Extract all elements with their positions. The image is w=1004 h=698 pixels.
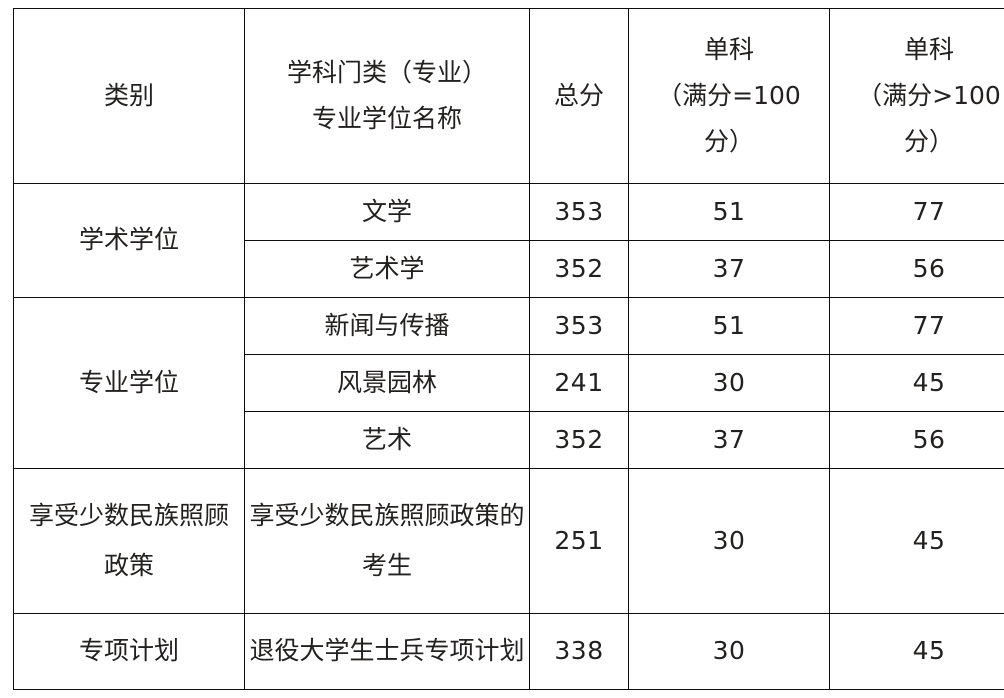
cell-discipline: 艺术学 [244, 239, 530, 298]
group-label-category: 享受少数民族照顾政策 [28, 500, 229, 580]
header-cell-single-eq-100: 单科 （满分=100 分） [628, 8, 830, 184]
header-label-discipline-line2: 专业学位名称 [311, 104, 462, 133]
header-label-single-gt-line3: 分） [903, 127, 954, 157]
cell-discipline-label: 享受少数民族照顾政策的考生 [249, 500, 525, 580]
header-cell-total-score: 总分 [529, 8, 629, 184]
cell-single-eq-100: 30 [628, 612, 830, 691]
cell-total-score: 353 [529, 183, 629, 241]
header-cell-category: 类别 [13, 8, 245, 184]
cell-single-gt-100: 45 [829, 467, 1004, 614]
table-row: 学术学位 文学 353 51 77 [13, 183, 1004, 298]
cell-single-gt-100: 77 [829, 296, 1004, 355]
header-label-discipline-line1: 学科门类（专业） [286, 57, 487, 87]
header-label-single-eq-line1: 单科 [703, 34, 754, 64]
header-label-single-eq-line2: （满分=100 [657, 80, 801, 110]
cell-total-score: 352 [529, 410, 629, 469]
cell-discipline: 文学 [244, 183, 530, 241]
table-row: 专业学位 新闻与传播 353 51 77 [13, 296, 1004, 469]
cell-total-score: 241 [529, 353, 629, 412]
table-row: 风景园林 241 30 45 [14, 353, 1004, 412]
group-cell-category: 学术学位 [13, 183, 245, 298]
table-row: 艺术 352 37 56 [14, 410, 1004, 469]
header-label-single-eq-line3: 分） [703, 127, 754, 157]
group-cell-category: 专业学位 [13, 296, 245, 469]
table-header-row: 类别 学科门类（专业） 专业学位名称 总分 单科 （满分=100 分） [13, 8, 1004, 184]
header-label-single-gt-line1: 单科 [903, 34, 954, 64]
score-table-container: 类别 学科门类（专业） 专业学位名称 总分 单科 （满分=100 分） [13, 8, 1004, 691]
cell-single-gt-100: 56 [829, 239, 1004, 298]
cell-single-eq-100: 37 [628, 410, 830, 469]
cell-total-score: 352 [529, 239, 629, 298]
cell-discipline-label: 退役大学生士兵专项计划 [249, 636, 525, 666]
header-label-single-gt-line2: （满分>100 [857, 80, 1001, 110]
group-cell-category: 专项计划 [13, 612, 245, 691]
cell-discipline: 享受少数民族照顾政策的考生 [244, 467, 530, 614]
cell-single-gt-100: 45 [829, 353, 1004, 412]
cell-single-gt-100: 77 [829, 183, 1004, 241]
cell-single-eq-100: 37 [628, 239, 830, 298]
cell-single-eq-100: 51 [628, 183, 830, 241]
cell-single-gt-100: 56 [829, 410, 1004, 469]
header-single-eq-lines: 单科 （满分=100 分） [633, 27, 825, 166]
table-row: 享受少数民族照顾政策 享受少数民族照顾政策的考生 251 30 45 [13, 467, 1004, 614]
cell-single-eq-100: 51 [628, 296, 830, 355]
cell-single-eq-100: 30 [628, 353, 830, 412]
cell-discipline: 艺术 [244, 410, 530, 469]
header-label-total-score: 总分 [553, 80, 604, 110]
header-cell-single-gt-100: 单科 （满分>100 分） [829, 8, 1004, 184]
cell-discipline: 退役大学生士兵专项计划 [244, 612, 530, 691]
table-row: 专项计划 退役大学生士兵专项计划 338 30 45 [13, 612, 1004, 691]
header-discipline-lines: 学科门类（专业） 专业学位名称 [249, 50, 525, 143]
cell-total-score: 338 [529, 612, 629, 691]
table-row: 艺术学 352 37 56 [14, 239, 1004, 298]
header-single-gt-lines: 单科 （满分>100 分） [834, 27, 1004, 166]
cell-single-eq-100: 30 [628, 467, 830, 614]
header-cell-discipline: 学科门类（专业） 专业学位名称 [244, 8, 530, 184]
cell-discipline: 新闻与传播 [244, 296, 530, 355]
cell-single-gt-100: 45 [829, 612, 1004, 691]
header-label-category: 类别 [103, 80, 154, 110]
cell-total-score: 353 [529, 296, 629, 355]
admission-score-table: 类别 学科门类（专业） 专业学位名称 总分 单科 （满分=100 分） [13, 8, 1004, 691]
group-cell-category: 享受少数民族照顾政策 [13, 467, 245, 614]
cell-total-score: 251 [529, 467, 629, 614]
cell-discipline: 风景园林 [244, 353, 530, 412]
